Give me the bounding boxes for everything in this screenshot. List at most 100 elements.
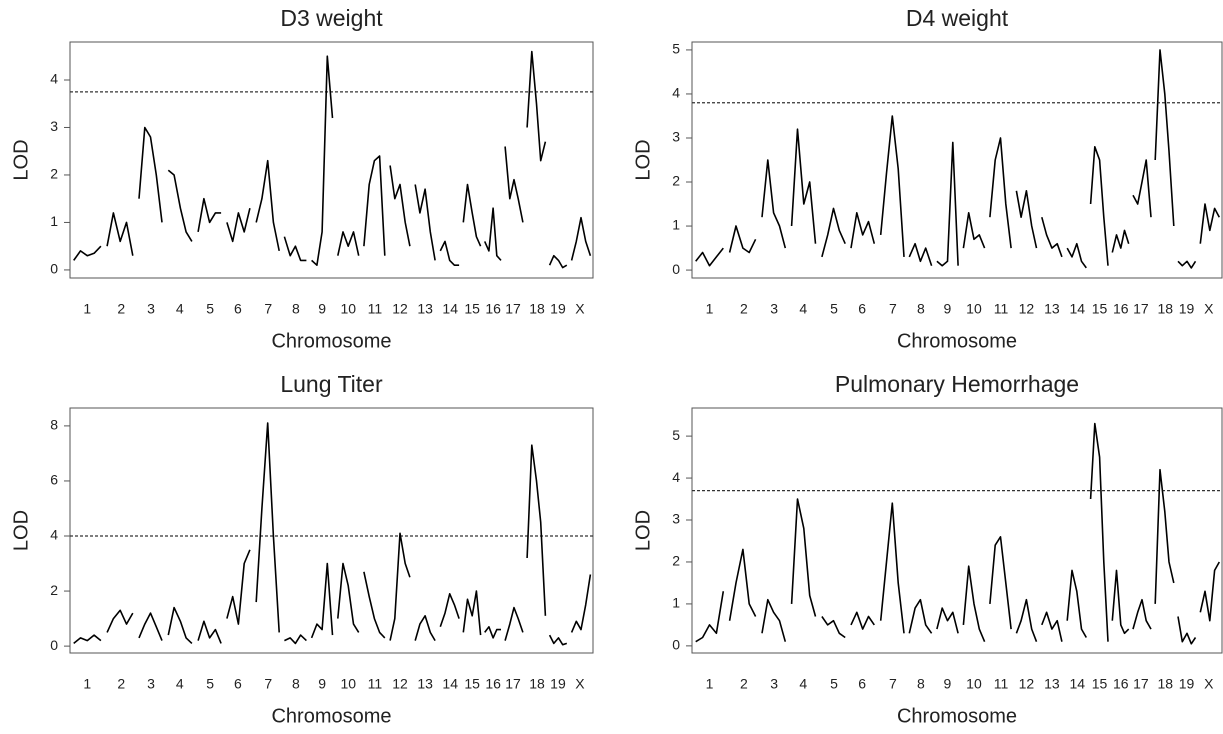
x-tick-label: 12 <box>1019 676 1035 692</box>
x-tick-label: 15 <box>464 301 480 317</box>
x-tick-label: 12 <box>392 676 408 692</box>
x-tick-label: 16 <box>1113 301 1129 317</box>
x-tick-label: 8 <box>917 301 925 317</box>
plot-frame <box>69 41 594 279</box>
x-tick-label: 2 <box>117 301 125 317</box>
y-tick-label: 0 <box>672 637 680 653</box>
x-tick-label: 10 <box>340 676 356 692</box>
x-tick-label: 16 <box>485 676 501 692</box>
x-tick-label: 9 <box>944 676 952 692</box>
x-tick-label: 17 <box>1133 676 1149 692</box>
x-tick-label: 11 <box>994 301 1009 317</box>
x-tick-label: 8 <box>917 676 925 692</box>
plot-frame <box>69 407 594 654</box>
x-tick-label: 6 <box>234 676 242 692</box>
x-tick-label: 3 <box>147 676 155 692</box>
x-tick-label: 17 <box>505 301 521 317</box>
x-tick-label: 4 <box>799 301 807 317</box>
x-tick-label: 9 <box>318 301 326 317</box>
x-tick-label: 14 <box>1070 676 1086 692</box>
x-tick-label: 16 <box>1113 676 1129 692</box>
x-axis-label: Chromosome <box>897 705 1017 727</box>
x-tick-label: 8 <box>292 676 300 692</box>
y-tick-label: 2 <box>672 173 680 189</box>
x-tick-label: X <box>575 301 585 317</box>
y-axis-label: LOD <box>10 139 32 180</box>
y-tick-label: 5 <box>672 427 680 443</box>
y-tick-label: 1 <box>50 213 58 229</box>
x-tick-label: 4 <box>176 676 184 692</box>
x-tick-label: 14 <box>1070 301 1086 317</box>
x-tick-label: 7 <box>889 676 897 692</box>
y-tick-label: 0 <box>672 261 680 277</box>
x-tick-label: 9 <box>318 676 326 692</box>
x-axis-label: Chromosome <box>271 705 391 727</box>
x-tick-label: 2 <box>740 676 748 692</box>
x-tick-label: 1 <box>83 676 91 692</box>
x-tick-label: 10 <box>966 301 982 317</box>
x-tick-label: X <box>575 676 585 692</box>
x-tick-label: 3 <box>770 301 778 317</box>
y-axis-label: LOD <box>10 510 32 551</box>
y-tick-label: 5 <box>672 41 680 57</box>
x-tick-label: 7 <box>889 301 897 317</box>
x-tick-label: 17 <box>1133 301 1149 317</box>
x-tick-label: 14 <box>442 301 458 317</box>
x-tick-label: 17 <box>505 676 521 692</box>
x-tick-label: 11 <box>368 301 383 317</box>
lod-curve <box>695 422 1220 645</box>
x-tick-label: X <box>1204 676 1214 692</box>
x-tick-label: 18 <box>1158 301 1174 317</box>
x-tick-label: 10 <box>966 676 982 692</box>
x-tick-label: 5 <box>830 676 838 692</box>
x-tick-label: 2 <box>117 676 125 692</box>
x-tick-label: 19 <box>1179 676 1195 692</box>
y-tick-label: 2 <box>672 553 680 569</box>
y-tick-label: 3 <box>50 118 58 134</box>
x-tick-label: 4 <box>176 301 184 317</box>
x-tick-label: 5 <box>830 301 838 317</box>
panel-title: D4 weight <box>906 5 1009 31</box>
panel-title: D3 weight <box>280 5 383 31</box>
x-tick-label: 1 <box>83 301 91 317</box>
y-tick-label: 0 <box>50 261 58 277</box>
y-axis-label: LOD <box>632 510 654 551</box>
x-tick-label: 10 <box>340 301 356 317</box>
x-tick-label: 18 <box>529 676 545 692</box>
panel-title: Lung Titer <box>280 371 383 397</box>
lod-curve <box>73 422 592 646</box>
x-tick-label: 6 <box>858 676 866 692</box>
x-tick-label: 8 <box>292 301 300 317</box>
y-tick-label: 3 <box>672 129 680 145</box>
x-tick-label: 5 <box>206 301 214 317</box>
y-tick-label: 6 <box>50 472 58 488</box>
x-tick-label: 15 <box>1092 676 1108 692</box>
x-axis-label: Chromosome <box>897 330 1017 352</box>
y-tick-label: 0 <box>50 637 58 653</box>
x-tick-label: 2 <box>740 301 748 317</box>
x-tick-label: 19 <box>550 676 566 692</box>
y-tick-label: 1 <box>672 595 680 611</box>
x-tick-label: 4 <box>799 676 807 692</box>
y-tick-label: 8 <box>50 417 58 433</box>
x-tick-label: 11 <box>368 676 383 692</box>
x-tick-label: 1 <box>706 676 714 692</box>
lod-curve <box>73 50 592 269</box>
plot-frame <box>691 407 1223 654</box>
plot-frame <box>691 41 1223 279</box>
x-tick-label: 3 <box>770 676 778 692</box>
x-tick-label: 15 <box>464 676 480 692</box>
y-tick-label: 4 <box>50 71 58 87</box>
x-tick-label: 13 <box>417 676 433 692</box>
x-tick-label: 12 <box>392 301 408 317</box>
x-tick-label: 6 <box>858 301 866 317</box>
x-tick-label: 18 <box>529 301 545 317</box>
x-tick-label: 11 <box>994 676 1009 692</box>
x-tick-label: 9 <box>944 301 952 317</box>
y-tick-label: 1 <box>672 217 680 233</box>
